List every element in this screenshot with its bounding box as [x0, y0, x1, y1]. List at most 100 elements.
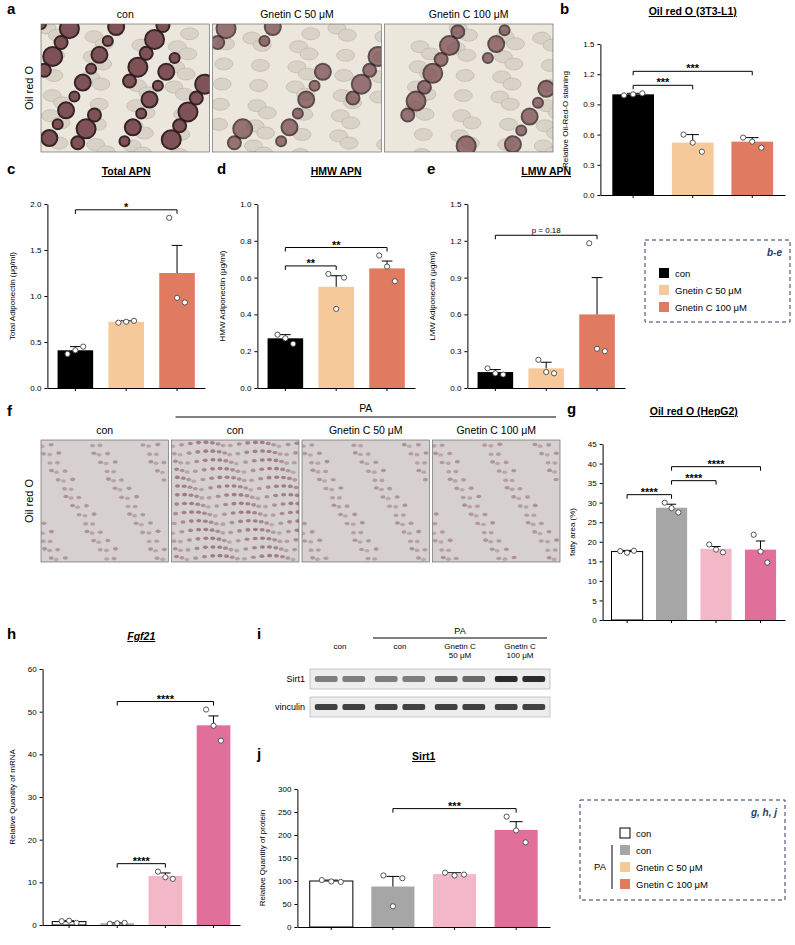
group-label: PA	[594, 861, 607, 872]
stain-spot	[48, 540, 53, 544]
y-tick: 45	[588, 440, 603, 449]
stain-spot	[155, 443, 160, 447]
stain-spot	[98, 461, 103, 465]
stain-spot	[227, 453, 232, 457]
stain-spot	[287, 477, 292, 481]
x-tick	[392, 927, 393, 930]
stain-spot	[553, 548, 558, 552]
stain-spot	[243, 460, 248, 464]
y-tick: 0.0	[240, 384, 257, 393]
stain-spot	[446, 470, 451, 474]
stain-spot	[160, 471, 165, 475]
stain-spot	[345, 504, 350, 508]
stain-spot	[351, 523, 356, 527]
y-tick: 0	[592, 616, 602, 625]
data-point	[621, 93, 626, 98]
lipid-droplet	[75, 75, 91, 91]
stain-spot	[215, 530, 220, 534]
cell-outline	[342, 117, 360, 129]
stain-spot	[90, 531, 95, 535]
cell-outline	[338, 29, 356, 41]
lipid-droplet	[41, 130, 57, 146]
y-tick-mark	[40, 754, 43, 755]
column-label: con	[117, 8, 134, 20]
y-axis-line	[47, 205, 48, 389]
stain-spot	[366, 469, 371, 473]
cell-outline	[213, 78, 231, 90]
image-cell	[36, 19, 214, 161]
stain-spot	[252, 459, 257, 463]
blot-band	[495, 676, 518, 682]
stain-spot	[273, 494, 278, 498]
error-bar	[592, 278, 603, 315]
y-tick-mark	[294, 835, 297, 836]
stain-spot	[210, 449, 215, 453]
sig-label: ****	[641, 486, 659, 498]
x-tick-mark	[671, 620, 672, 623]
stain-spot	[266, 442, 271, 446]
stain-spot	[337, 496, 342, 500]
cell-outline	[458, 49, 476, 61]
data-point	[65, 351, 70, 356]
blot-panel: iPAconconGnetin C50 μMGnetin C100 μMSirt…	[257, 625, 550, 717]
lane-label: Gnetin C50 μM	[444, 642, 476, 660]
stain-spot	[148, 547, 153, 551]
stain-spot	[315, 461, 320, 465]
x-tick-mark	[692, 195, 693, 198]
x-tick	[627, 620, 628, 623]
lipid-droplet	[368, 47, 381, 66]
x-tick	[752, 195, 753, 198]
panel: hFgf210102030405060Relative Quantity of …	[7, 625, 241, 930]
panel-letter: c	[7, 160, 15, 177]
panel-letter: i	[257, 625, 261, 642]
stain-spot	[537, 532, 542, 536]
stain-spot	[545, 453, 550, 457]
cell-outline	[300, 48, 318, 60]
data-point	[115, 921, 120, 925]
stain-spot	[402, 443, 407, 447]
stain-spot	[503, 478, 508, 482]
stain-spot	[200, 478, 205, 482]
stain-spot	[104, 462, 109, 466]
bar	[700, 549, 731, 620]
stain-spot	[179, 556, 184, 560]
lipid-droplet	[533, 98, 543, 108]
stain-spot	[288, 493, 293, 497]
stain-spot	[292, 548, 297, 552]
error-cap	[592, 277, 603, 278]
y-tick-label: 0.5	[30, 338, 42, 347]
image-background	[41, 24, 210, 152]
y-tick-mark	[464, 314, 467, 315]
stain-spot	[77, 513, 82, 517]
stain-spot	[422, 461, 427, 465]
stain-spot	[490, 460, 495, 464]
y-tick-label: 0.0	[240, 384, 252, 393]
stain-spot	[286, 443, 291, 447]
stain-spot	[295, 494, 299, 498]
data-point	[618, 549, 623, 554]
stain-spot	[249, 478, 254, 482]
stain-spot	[281, 484, 286, 488]
stain-spot	[295, 528, 299, 532]
stain-spot	[288, 502, 293, 506]
x-tick	[117, 925, 118, 928]
sig-label: ****	[157, 693, 175, 705]
data-point	[751, 532, 756, 537]
stain-spot	[243, 486, 248, 490]
y-tick-label: 1.0	[240, 200, 252, 209]
stain-spot	[210, 545, 215, 549]
y-tick-label: 1.5	[30, 246, 42, 255]
data-point	[758, 549, 763, 554]
bar	[159, 273, 195, 388]
y-axis-title: HMW Adiponectin (μg/ml)	[218, 250, 227, 341]
stain-spot	[154, 453, 159, 457]
stain-spot	[539, 522, 544, 526]
stain-spot	[112, 557, 117, 561]
stain-spot	[460, 488, 465, 492]
image-texture	[213, 24, 382, 152]
x-tick	[495, 388, 496, 391]
y-axis: 051015202530354045	[588, 440, 603, 625]
stain-spot	[359, 548, 364, 552]
legend-swatch	[620, 862, 630, 872]
bar	[197, 725, 231, 925]
